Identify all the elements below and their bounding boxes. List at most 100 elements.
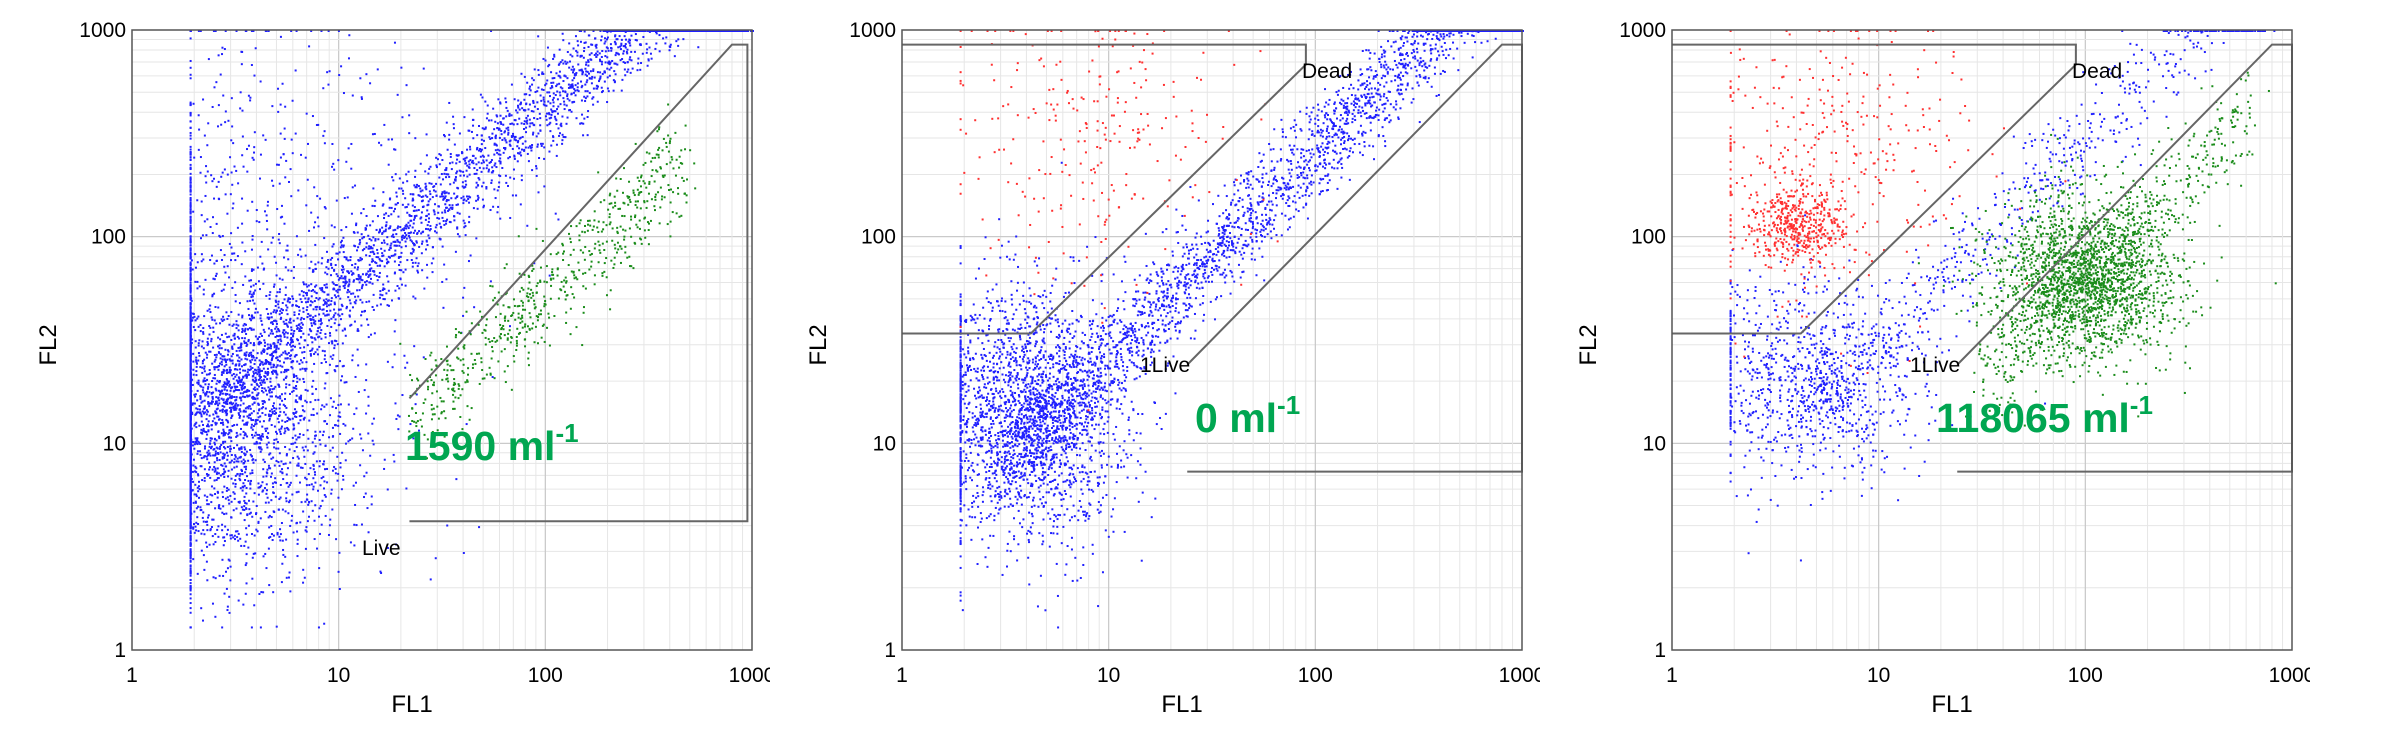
data-point (499, 217, 502, 220)
data-point (251, 428, 254, 431)
data-point (189, 385, 192, 388)
data-point (221, 456, 224, 459)
data-point (189, 473, 192, 476)
data-point (480, 138, 483, 141)
data-point (512, 132, 515, 135)
data-point (205, 373, 208, 376)
data-point (259, 446, 262, 449)
data-point (281, 309, 284, 312)
data-point (299, 298, 302, 301)
data-point (189, 544, 192, 547)
data-point (203, 405, 206, 408)
data-point (359, 241, 362, 244)
data-point (248, 405, 251, 408)
data-point (417, 429, 420, 432)
data-point (259, 450, 262, 453)
data-point (508, 114, 511, 117)
data-point (331, 245, 334, 248)
data-point (189, 521, 192, 524)
data-point (220, 397, 223, 400)
data-point (363, 496, 366, 499)
data-point (271, 356, 274, 359)
data-point (439, 183, 442, 186)
data-point (429, 228, 432, 231)
data-point (203, 315, 206, 318)
data-point (465, 423, 468, 426)
data-point (194, 280, 197, 283)
data-point (301, 361, 304, 364)
data-point (382, 298, 385, 301)
data-point (445, 198, 448, 201)
data-point (409, 423, 412, 426)
data-point (462, 202, 465, 205)
data-point (319, 318, 322, 321)
data-point (215, 472, 218, 475)
data-point (524, 109, 527, 112)
data-point (298, 309, 301, 312)
data-point (219, 451, 222, 454)
data-point (482, 161, 485, 164)
data-point (547, 100, 550, 103)
data-point (305, 283, 308, 286)
data-point (368, 237, 371, 240)
data-point (303, 339, 306, 342)
data-point (262, 458, 265, 461)
data-point (496, 211, 499, 214)
data-point (283, 335, 286, 338)
data-point (744, 30, 747, 32)
data-point (249, 368, 252, 371)
data-point (248, 314, 251, 317)
data-point (317, 398, 320, 401)
data-point (272, 285, 275, 288)
data-point (241, 316, 244, 319)
data-point (194, 465, 197, 468)
data-point (488, 119, 491, 122)
data-point (237, 460, 240, 463)
data-point (279, 528, 282, 531)
data-point (526, 81, 529, 84)
data-point (229, 565, 232, 568)
data-point (360, 212, 363, 215)
data-point (382, 203, 385, 206)
data-point (229, 359, 232, 362)
data-point (539, 117, 542, 120)
data-point (230, 516, 233, 519)
data-point (305, 484, 308, 487)
data-point (370, 333, 373, 336)
data-point (205, 413, 208, 416)
data-point (304, 445, 307, 448)
data-point (270, 330, 273, 333)
data-point (194, 470, 197, 473)
data-point (242, 381, 245, 384)
data-point (305, 301, 308, 304)
data-point (268, 316, 271, 319)
data-point (433, 210, 436, 213)
data-point (284, 398, 287, 401)
data-point (574, 35, 577, 38)
data-point (314, 351, 317, 354)
data-point (329, 449, 332, 452)
data-point (230, 468, 233, 471)
data-point (279, 410, 282, 413)
data-point (467, 160, 470, 163)
data-point (407, 232, 410, 235)
data-point (307, 312, 310, 315)
data-point (196, 317, 199, 320)
data-point (286, 324, 289, 327)
data-point (580, 54, 583, 57)
data-point (260, 341, 263, 344)
data-point (397, 240, 400, 243)
data-point (189, 321, 192, 324)
data-point (604, 40, 607, 43)
data-point (574, 94, 577, 97)
data-point (600, 60, 603, 63)
data-point (207, 425, 210, 428)
data-point (229, 410, 232, 413)
data-point (240, 380, 243, 383)
data-point (240, 344, 243, 347)
data-point (189, 456, 192, 459)
data-point (249, 359, 252, 362)
data-point (262, 468, 265, 471)
data-point (240, 263, 243, 266)
data-point (337, 472, 340, 475)
